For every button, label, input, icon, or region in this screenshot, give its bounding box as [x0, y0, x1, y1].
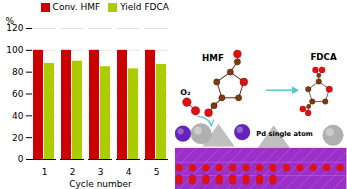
svg-text:20: 20 — [12, 133, 24, 143]
svg-text:40: 40 — [12, 111, 24, 121]
html-text:Conv. HMF: Conv. HMF — [52, 2, 101, 12]
svg-text:HMF: HMF — [202, 53, 224, 63]
svg-text:100: 100 — [6, 45, 23, 55]
svg-text:Cycle number: Cycle number — [69, 179, 132, 189]
svg-text:4: 4 — [126, 167, 132, 177]
svg-text:%: % — [6, 16, 15, 26]
svg-text:60: 60 — [12, 89, 24, 99]
html-text:Yield FDCA: Yield FDCA — [120, 2, 169, 12]
svg-text:80: 80 — [12, 67, 24, 77]
svg-text:120: 120 — [6, 23, 24, 34]
svg-text:Pd single atom: Pd single atom — [256, 130, 312, 138]
svg-text:5: 5 — [154, 167, 160, 177]
svg-text:1: 1 — [42, 167, 48, 177]
svg-text:0: 0 — [18, 154, 24, 164]
svg-text:2: 2 — [70, 167, 76, 177]
svg-text:O₂: O₂ — [180, 88, 190, 97]
svg-text:3: 3 — [98, 167, 104, 177]
svg-text:FDCA: FDCA — [310, 52, 336, 62]
